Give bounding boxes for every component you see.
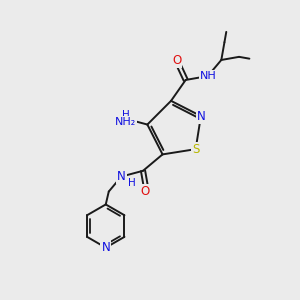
Text: N: N xyxy=(101,241,110,254)
Text: O: O xyxy=(172,54,182,68)
Text: NH: NH xyxy=(200,71,216,81)
Text: S: S xyxy=(192,143,199,156)
Text: N: N xyxy=(196,110,205,123)
Text: NH₂: NH₂ xyxy=(115,117,136,127)
Text: O: O xyxy=(140,185,150,198)
Text: N: N xyxy=(117,170,126,183)
Text: H: H xyxy=(128,178,136,188)
Text: H: H xyxy=(122,110,130,120)
